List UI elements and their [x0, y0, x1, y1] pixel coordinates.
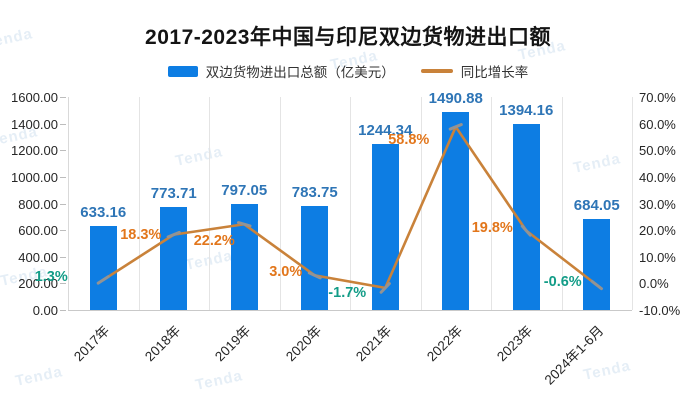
plot-gridline	[350, 97, 351, 310]
bar-value-label: 633.16	[80, 203, 127, 221]
x-axis-line	[68, 310, 632, 311]
right-axis-tick-label: 40.0%	[639, 169, 676, 185]
left-axis-tick-mark	[60, 283, 66, 285]
growth-rate-label: -0.6%	[543, 273, 582, 290]
left-axis-tick-label: 200.00	[18, 276, 58, 292]
left-axis-tick-label: 1200.00	[11, 143, 58, 159]
bar-value-label: 684.05	[573, 196, 620, 214]
left-axis-tick-label: 1600.00	[11, 90, 58, 105]
plot-gridline	[491, 97, 492, 310]
left-axis-tick-label: 800.00	[18, 196, 58, 212]
right-axis-tick-label: 70.0%	[639, 90, 676, 105]
left-axis-tick-mark	[60, 256, 66, 258]
left-axis-tick-mark	[60, 203, 66, 205]
right-axis-tick-label: 60.0%	[639, 116, 676, 132]
bar-2023年	[512, 124, 540, 310]
left-axis-tick-mark	[60, 150, 66, 152]
bar-2018年	[160, 206, 188, 310]
left-axis-tick-mark	[60, 123, 66, 125]
left-axis-tick-mark	[60, 176, 66, 178]
plot-gridline	[632, 97, 633, 310]
left-axis-tick-label: 400.00	[18, 249, 58, 265]
plot-gridline	[420, 97, 422, 310]
right-axis-tick-label: 10.0%	[639, 249, 676, 265]
left-axis-tick-label: 600.00	[18, 223, 58, 239]
growth-rate-label: 22.2%	[193, 233, 235, 250]
bar-2019年	[230, 203, 258, 310]
bar-series-swatch-icon	[167, 65, 198, 77]
left-axis-tick-mark	[60, 97, 66, 98]
chart-title: 2017-2023年中国与印尼双边货物进出口额	[145, 26, 551, 49]
bar-value-label: 797.05	[221, 181, 268, 199]
growth-rate-label: 3.0%	[269, 264, 303, 281]
legend-item-bar-series: 双边货物进出口总额（亿美元）	[167, 61, 395, 81]
right-axis-tick-label: 50.0%	[639, 143, 676, 159]
legend: 双边货物进出口总额（亿美元） 同比增长率	[0, 61, 696, 81]
bar-value-label: 783.75	[291, 183, 338, 201]
bar-2024年1-6月	[583, 218, 611, 310]
left-axis-tick-label: 1000.00	[11, 169, 58, 185]
bar-value-label: 1490.88	[428, 89, 483, 107]
growth-rate-label: -1.7%	[328, 284, 367, 301]
legend-label-line-series: 同比增长率	[460, 65, 529, 80]
left-axis-tick-mark	[60, 230, 66, 232]
plot-gridline	[68, 97, 69, 310]
bar-2020年	[301, 205, 329, 310]
bar-2022年	[442, 111, 470, 310]
bar-2017年	[89, 225, 117, 310]
left-axis-tick-label: 1400.00	[11, 116, 58, 132]
right-axis-tick-label: -10.0%	[639, 303, 681, 318]
plot-gridline	[209, 97, 210, 310]
growth-rate-label: 18.3%	[120, 226, 162, 243]
growth-rate-label: 58.8%	[388, 131, 430, 148]
bar-value-label: 773.71	[150, 184, 197, 202]
right-axis-tick-label: 0.0%	[639, 276, 669, 292]
legend-label-bar-series: 双边货物进出口总额（亿美元）	[205, 65, 395, 80]
left-axis-tick-label: 0.00	[32, 303, 58, 318]
growth-rate-label: 1.3%	[34, 268, 68, 285]
bar-2021年	[371, 144, 399, 310]
right-axis-tick-label: 30.0%	[639, 196, 676, 212]
plot-gridline	[138, 97, 140, 310]
left-axis-tick-mark	[60, 310, 66, 311]
x-axis-label-2017年: 2017年	[71, 322, 113, 365]
legend-item-line-series: 同比增长率	[420, 61, 529, 81]
line-series-swatch-icon	[420, 69, 453, 73]
growth-rate-label: 19.8%	[471, 219, 513, 236]
right-axis-tick-label: 20.0%	[639, 223, 676, 239]
bar-value-label: 1394.16	[499, 102, 554, 120]
